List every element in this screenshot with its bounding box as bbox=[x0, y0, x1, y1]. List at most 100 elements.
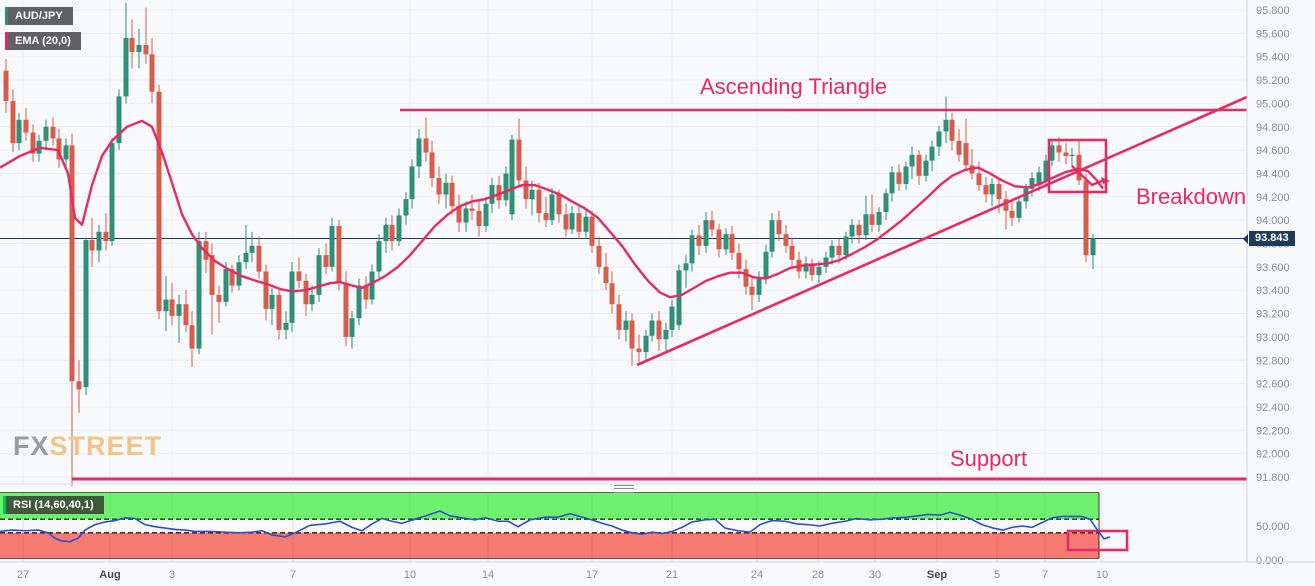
candle-body bbox=[329, 225, 335, 267]
candle-body bbox=[529, 189, 535, 200]
candle-body bbox=[136, 45, 142, 53]
rsi-axis-label: 0.000 bbox=[1256, 555, 1284, 567]
candle-body bbox=[896, 172, 902, 184]
price-axis-label: 93.200 bbox=[1256, 309, 1290, 321]
ema-indicator-chip[interactable]: EMA (20,0) bbox=[5, 32, 81, 50]
price-axis-label: 92.400 bbox=[1256, 402, 1290, 414]
candle-body bbox=[863, 214, 869, 236]
date-axis-label: 7 bbox=[1042, 569, 1048, 581]
candle-body bbox=[849, 224, 855, 237]
candle-body bbox=[369, 271, 375, 300]
candle-body bbox=[676, 270, 682, 326]
date-axis-label: 5 bbox=[994, 569, 1000, 581]
candle-body bbox=[56, 138, 62, 160]
candle-body bbox=[249, 245, 255, 253]
price-axis-label: 92.000 bbox=[1256, 449, 1290, 461]
candle-body bbox=[123, 38, 129, 97]
candle-body bbox=[509, 139, 515, 215]
candle-body bbox=[649, 320, 655, 336]
candle-body bbox=[16, 119, 22, 144]
candle-body bbox=[289, 271, 295, 323]
date-axis-label: 10 bbox=[404, 569, 416, 581]
price-axis-label: 95.000 bbox=[1256, 98, 1290, 110]
candle-body bbox=[549, 194, 555, 221]
candle-body bbox=[616, 304, 622, 330]
breakdown-rectangle bbox=[1047, 138, 1108, 194]
candle-body bbox=[843, 236, 849, 256]
candle-body bbox=[883, 193, 889, 212]
candle-body bbox=[629, 320, 635, 349]
candle-body bbox=[716, 229, 722, 250]
candle-body bbox=[149, 54, 155, 92]
candle-body bbox=[723, 234, 729, 250]
date-axis-label: Sep bbox=[927, 569, 947, 581]
candle-body bbox=[189, 325, 195, 349]
price-axis-label: 92.800 bbox=[1256, 355, 1290, 367]
candle-body bbox=[389, 224, 395, 242]
candle-body bbox=[496, 185, 502, 201]
price-axis-label: 94.400 bbox=[1256, 168, 1290, 180]
candle-body bbox=[636, 348, 642, 353]
candle-body bbox=[556, 194, 562, 215]
pane-divider-handle[interactable] bbox=[614, 485, 634, 493]
candle-body bbox=[569, 213, 575, 230]
price-axis-label: 93.000 bbox=[1256, 332, 1290, 344]
symbol-chip[interactable]: AUD/JPY bbox=[5, 7, 73, 25]
date-axis-label: 28 bbox=[812, 569, 824, 581]
candle-body bbox=[489, 185, 495, 204]
current-price-tag: 93.843 bbox=[1243, 231, 1295, 246]
candle-body bbox=[1009, 210, 1015, 218]
candle-body bbox=[463, 208, 469, 223]
candle-body bbox=[516, 139, 522, 181]
candle-body bbox=[76, 381, 82, 390]
candle-body bbox=[903, 166, 909, 184]
candle-body bbox=[396, 215, 402, 242]
candle-body bbox=[923, 160, 929, 176]
candle-body bbox=[296, 271, 302, 281]
candle-body bbox=[276, 294, 282, 330]
price-axis-label: 94.000 bbox=[1256, 215, 1290, 227]
breakdown-arrow bbox=[1071, 165, 1105, 187]
candle-body bbox=[456, 206, 462, 223]
candle-body bbox=[823, 257, 829, 267]
candle-body bbox=[756, 278, 762, 295]
rsi-indicator-chip[interactable]: RSI (14,60,40,1) bbox=[3, 496, 104, 514]
candle-body bbox=[176, 304, 182, 316]
date-axis-label: Aug bbox=[99, 569, 120, 581]
candle-body bbox=[1016, 201, 1022, 218]
candle-body bbox=[50, 126, 56, 139]
candle-body bbox=[1063, 152, 1069, 156]
candle-body bbox=[263, 271, 269, 309]
candle-body bbox=[983, 185, 989, 195]
ema-accent-bar bbox=[5, 32, 8, 50]
candle-body bbox=[376, 241, 382, 272]
candle-body bbox=[356, 285, 362, 319]
candle-body bbox=[69, 145, 75, 382]
candle-body bbox=[83, 239, 89, 388]
rsi-label: RSI (14,60,40,1) bbox=[13, 499, 94, 511]
candle-body bbox=[876, 211, 882, 225]
candle-body bbox=[709, 220, 715, 230]
date-axis-label: 14 bbox=[482, 569, 494, 581]
candle-body bbox=[1036, 172, 1042, 186]
rsi-line bbox=[0, 510, 1111, 543]
candle-body bbox=[776, 220, 782, 235]
candle-body bbox=[243, 252, 249, 263]
candle-body bbox=[383, 224, 389, 242]
candle-body bbox=[996, 183, 1002, 200]
candle-body bbox=[689, 235, 695, 264]
candle-body bbox=[669, 306, 675, 330]
candle-body bbox=[309, 294, 315, 305]
candle-body bbox=[943, 119, 949, 132]
candle-body bbox=[589, 216, 595, 246]
candle-body bbox=[956, 140, 962, 155]
candle-body bbox=[729, 234, 735, 253]
candle-body bbox=[856, 224, 862, 236]
candle-body bbox=[316, 255, 322, 295]
candle-body bbox=[183, 304, 189, 326]
candle-body bbox=[109, 143, 115, 242]
candle-body bbox=[836, 245, 842, 256]
candle-body bbox=[683, 263, 689, 271]
